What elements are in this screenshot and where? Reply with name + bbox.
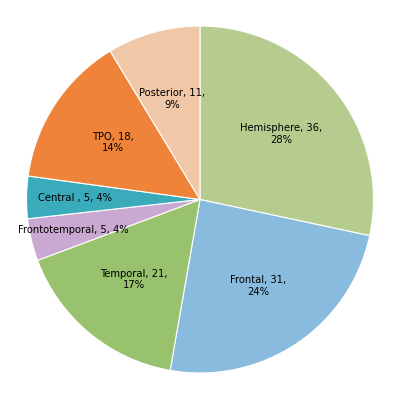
Wedge shape xyxy=(26,176,200,219)
Wedge shape xyxy=(28,200,200,261)
Text: Frontotemporal, 5, 4%: Frontotemporal, 5, 4% xyxy=(18,225,129,235)
Wedge shape xyxy=(110,26,200,200)
Text: Frontal, 31,
24%: Frontal, 31, 24% xyxy=(230,275,286,296)
Text: Central , 5, 4%: Central , 5, 4% xyxy=(38,193,112,203)
Wedge shape xyxy=(38,200,200,370)
Text: Temporal, 21,
17%: Temporal, 21, 17% xyxy=(100,269,167,290)
Wedge shape xyxy=(28,51,200,200)
Text: Posterior, 11,
9%: Posterior, 11, 9% xyxy=(139,89,205,110)
Wedge shape xyxy=(200,26,374,236)
Text: Hemisphere, 36,
28%: Hemisphere, 36, 28% xyxy=(240,123,322,145)
Text: TPO, 18,
14%: TPO, 18, 14% xyxy=(92,132,134,153)
Wedge shape xyxy=(170,200,370,373)
